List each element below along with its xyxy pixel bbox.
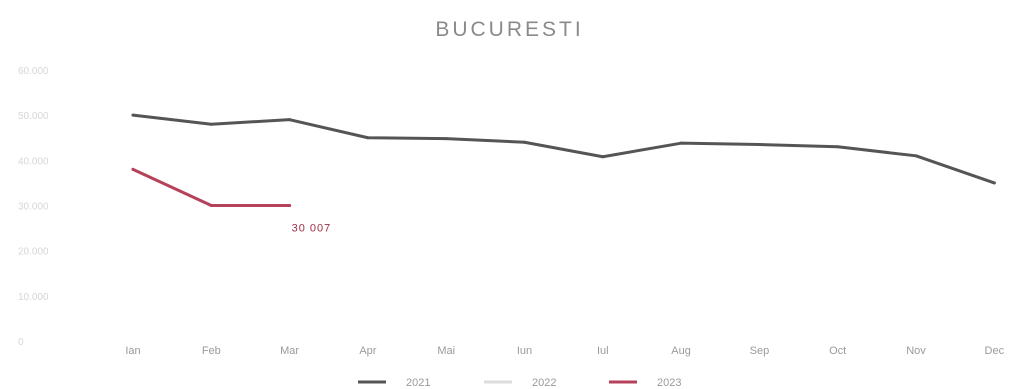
data-point-2021: [757, 143, 761, 147]
x-tick-label: Mai: [437, 345, 455, 357]
data-point-2021: [992, 181, 996, 185]
legend-label-2023: 2023: [657, 377, 681, 389]
x-tick-label: Mar: [280, 345, 299, 357]
data-point-2021: [914, 154, 918, 158]
chart-title: BUCURESTI: [435, 18, 584, 41]
x-tick-label: Iul: [597, 345, 609, 357]
legend-label-2021: 2021: [406, 377, 430, 389]
y-tick-label: 40.000: [18, 156, 49, 167]
data-point-2021: [288, 118, 292, 122]
data-point-2023: [209, 204, 213, 207]
y-tick-label: 10.000: [18, 292, 49, 303]
series-line-2021: [131, 113, 996, 185]
y-tick-label: 60.000: [18, 66, 49, 77]
data-label: 30 007: [292, 222, 332, 234]
data-point-2021: [601, 155, 605, 159]
data-point-2021: [209, 122, 213, 126]
x-tick-label: Dec: [985, 345, 1005, 357]
data-point-2023: [288, 203, 292, 207]
data-point-2021: [679, 141, 683, 145]
x-tick-label: Nov: [906, 345, 926, 357]
x-tick-label: Iun: [517, 345, 532, 357]
y-tick-label: 20.000: [18, 247, 49, 258]
x-tick-label: Aug: [671, 345, 691, 357]
y-tick-label: 30.000: [18, 202, 49, 213]
y-tick-label: 0: [18, 337, 24, 348]
legend-label-2022: 2022: [532, 377, 556, 389]
x-tick-label: Apr: [359, 345, 376, 357]
x-tick-label: Sep: [750, 345, 770, 357]
data-point-2021: [836, 145, 840, 149]
data-point-2021: [131, 113, 135, 117]
data-point-2021: [444, 137, 448, 141]
x-tick-label: Ian: [125, 345, 140, 357]
data-point-2021: [366, 136, 370, 140]
y-tick-label: 50.000: [18, 111, 49, 122]
x-tick-label: Feb: [202, 345, 221, 357]
data-point-2023: [131, 167, 135, 171]
x-tick-label: Oct: [829, 345, 846, 357]
series-line-2023: [131, 167, 292, 207]
data-point-2021: [523, 140, 526, 144]
